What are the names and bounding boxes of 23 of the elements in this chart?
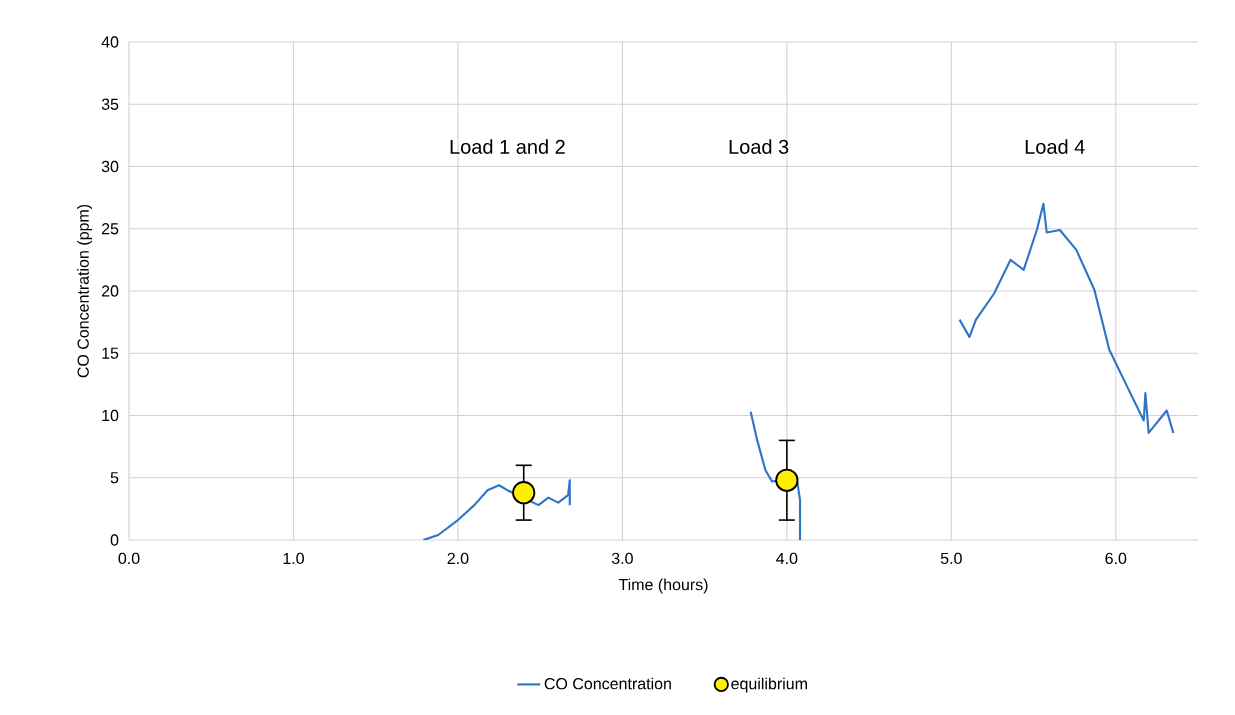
y-tick-label: 5 xyxy=(110,472,119,484)
annotation: Load 4 xyxy=(1025,139,1085,154)
x-tick-label: 5.0 xyxy=(940,552,962,565)
y-tick-label: 10 xyxy=(102,409,119,422)
x-axis-title: Time (hours) xyxy=(618,578,708,594)
annotation: Load 1 and 2 xyxy=(450,139,565,154)
y-tick-label: 25 xyxy=(101,223,119,235)
x-tick-label: 1.0 xyxy=(283,552,304,565)
y-tick-label: 40 xyxy=(101,36,119,48)
y-tick-label: 20 xyxy=(101,285,119,297)
x-tick-label: 0.0 xyxy=(118,552,140,565)
annotation: Load 3 xyxy=(729,139,789,154)
y-axis-title: CO Concentration (ppm) xyxy=(77,204,93,378)
x-tick-label: 2.0 xyxy=(447,552,469,565)
x-tick-label: 4.0 xyxy=(776,552,798,565)
legend-label: equilibrium xyxy=(731,677,807,693)
x-tick-label: 3.0 xyxy=(611,552,633,565)
y-tick-label: 0 xyxy=(110,534,119,546)
y-tick-label: 30 xyxy=(101,160,119,173)
x-tick-label: 6.0 xyxy=(1105,552,1127,565)
y-tick-label: 15 xyxy=(102,347,119,359)
legend-label: CO Concentration xyxy=(544,677,671,690)
y-tick-label: 35 xyxy=(101,98,119,110)
